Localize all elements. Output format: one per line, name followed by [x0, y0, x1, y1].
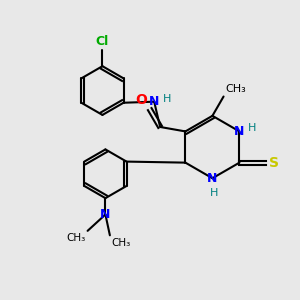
Text: Cl: Cl — [96, 35, 109, 48]
Text: O: O — [136, 93, 147, 107]
Text: H: H — [248, 124, 256, 134]
Text: CH₃: CH₃ — [67, 233, 86, 243]
Text: N: N — [149, 95, 159, 108]
Text: H: H — [210, 188, 218, 198]
Text: CH₃: CH₃ — [225, 84, 246, 94]
Text: N: N — [100, 208, 111, 221]
Text: CH₃: CH₃ — [111, 238, 130, 248]
Text: N: N — [207, 172, 218, 185]
Text: H: H — [163, 94, 172, 104]
Text: N: N — [234, 125, 244, 138]
Text: S: S — [268, 156, 279, 170]
